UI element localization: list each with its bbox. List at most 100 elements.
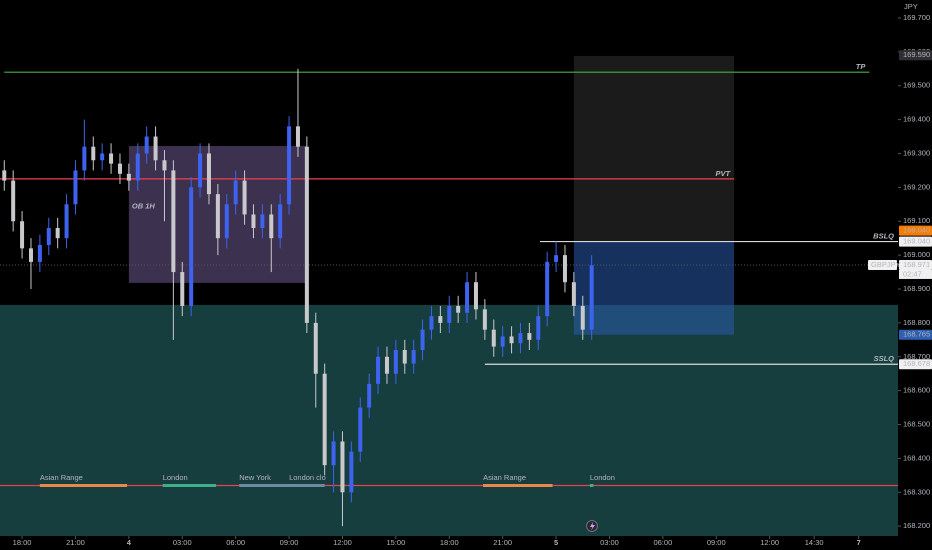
price-tag [899, 329, 932, 340]
candle-body [242, 180, 247, 215]
candle-body [554, 255, 559, 262]
session-bar [589, 484, 594, 487]
zone-label: OB 1H [132, 201, 156, 210]
x-tick-label: 4 [127, 538, 132, 547]
candle-body [482, 309, 487, 330]
candle-body [358, 407, 363, 452]
candle-body [376, 356, 381, 384]
candle-body [313, 322, 318, 374]
symbol-tag [868, 259, 897, 270]
candle-body [465, 282, 470, 313]
candle-body [144, 136, 149, 154]
candle-body [420, 329, 425, 350]
level-label: BSLQ [873, 232, 894, 241]
candle-body [109, 153, 114, 164]
candle-body [224, 204, 229, 239]
timer-tag [899, 269, 932, 279]
candle-body [153, 136, 158, 161]
x-tick-label: 21:00 [493, 538, 512, 547]
price-tag-label: 168.971 [903, 260, 930, 269]
candle-body [491, 329, 496, 347]
candle-body [509, 336, 514, 344]
candle-body [571, 282, 576, 306]
candle-body [135, 153, 140, 181]
zone [573, 55, 735, 242]
candle-body [456, 305, 461, 313]
candle-body [117, 163, 122, 174]
candle-body [2, 170, 7, 181]
candle-body [64, 204, 69, 239]
y-tick-label: 168.200 [903, 521, 930, 530]
candle-body [447, 305, 452, 323]
x-tick-label: 5 [554, 538, 558, 547]
level-label: PVT [715, 169, 731, 178]
price-tag [899, 259, 932, 270]
price-tag [899, 359, 932, 370]
candle-body [340, 441, 345, 493]
candle-body [518, 333, 523, 344]
candle-body [269, 214, 274, 239]
candle-body [589, 265, 594, 330]
zone [0, 304, 898, 536]
price-tag [899, 50, 932, 61]
candle-body [304, 146, 309, 323]
candle-body [82, 146, 87, 171]
price-tag-label: 169.040 [903, 226, 930, 235]
session-bar [239, 484, 290, 487]
y-tick-label: 169.400 [903, 115, 930, 124]
candle-body [251, 214, 256, 229]
candle-body [206, 153, 211, 195]
y-tick-label: 168.500 [903, 420, 930, 429]
price-tag [899, 225, 932, 236]
y-tick-label: 169.000 [903, 250, 930, 259]
candle-body [198, 153, 203, 188]
x-tick-label: 12:00 [760, 538, 779, 547]
price-tag-label: 169.040 [903, 237, 930, 246]
candle-body [180, 272, 185, 306]
candle-body [367, 383, 372, 408]
candle-body [215, 194, 220, 239]
candle-body [126, 173, 131, 181]
candle-body [20, 221, 25, 249]
y-tick-label: 169.500 [903, 81, 930, 90]
alert-icon[interactable] [586, 520, 598, 532]
level-label: SSLQ [874, 354, 895, 363]
x-tick-label: 7 [857, 538, 861, 547]
y-tick-label: 168.900 [903, 284, 930, 293]
session-label: New York [239, 473, 271, 482]
x-tick-label: 09:00 [707, 538, 726, 547]
candle-body [55, 228, 60, 239]
candle-body [331, 441, 336, 466]
y-tick-label: 169.200 [903, 182, 930, 191]
candle-body [189, 187, 194, 306]
session-label: Asian Range [40, 473, 83, 482]
candle-body [37, 244, 42, 262]
x-tick-label: 18:00 [440, 538, 459, 547]
candle-body [73, 170, 78, 205]
candle-body [545, 261, 550, 317]
price-tag-label: 168.678 [903, 359, 930, 368]
candle-body [322, 373, 327, 466]
candle-body [278, 204, 283, 239]
zone [573, 241, 735, 335]
x-tick-label: 21:00 [66, 538, 85, 547]
candle-body [536, 316, 541, 340]
candle-body [580, 305, 585, 330]
session-bar [289, 484, 325, 487]
y-tick-label: 168.300 [903, 487, 930, 496]
y-tick-label: 168.400 [903, 453, 930, 462]
currency: JPY [904, 2, 918, 11]
x-tick-label: 18:00 [13, 538, 32, 547]
candle-body [393, 349, 398, 374]
candle-body [100, 153, 105, 161]
session-label: Asian Range [483, 473, 526, 482]
candle-body [349, 451, 354, 493]
candle-body [562, 255, 567, 283]
x-tick-label: 03:00 [173, 538, 192, 547]
y-tick-label: 169.100 [903, 216, 930, 225]
session-label: London [163, 473, 188, 482]
candle-body [402, 349, 407, 364]
price-tag [899, 236, 932, 247]
y-tick-label: 169.700 [903, 13, 930, 22]
candle-body [28, 248, 33, 262]
